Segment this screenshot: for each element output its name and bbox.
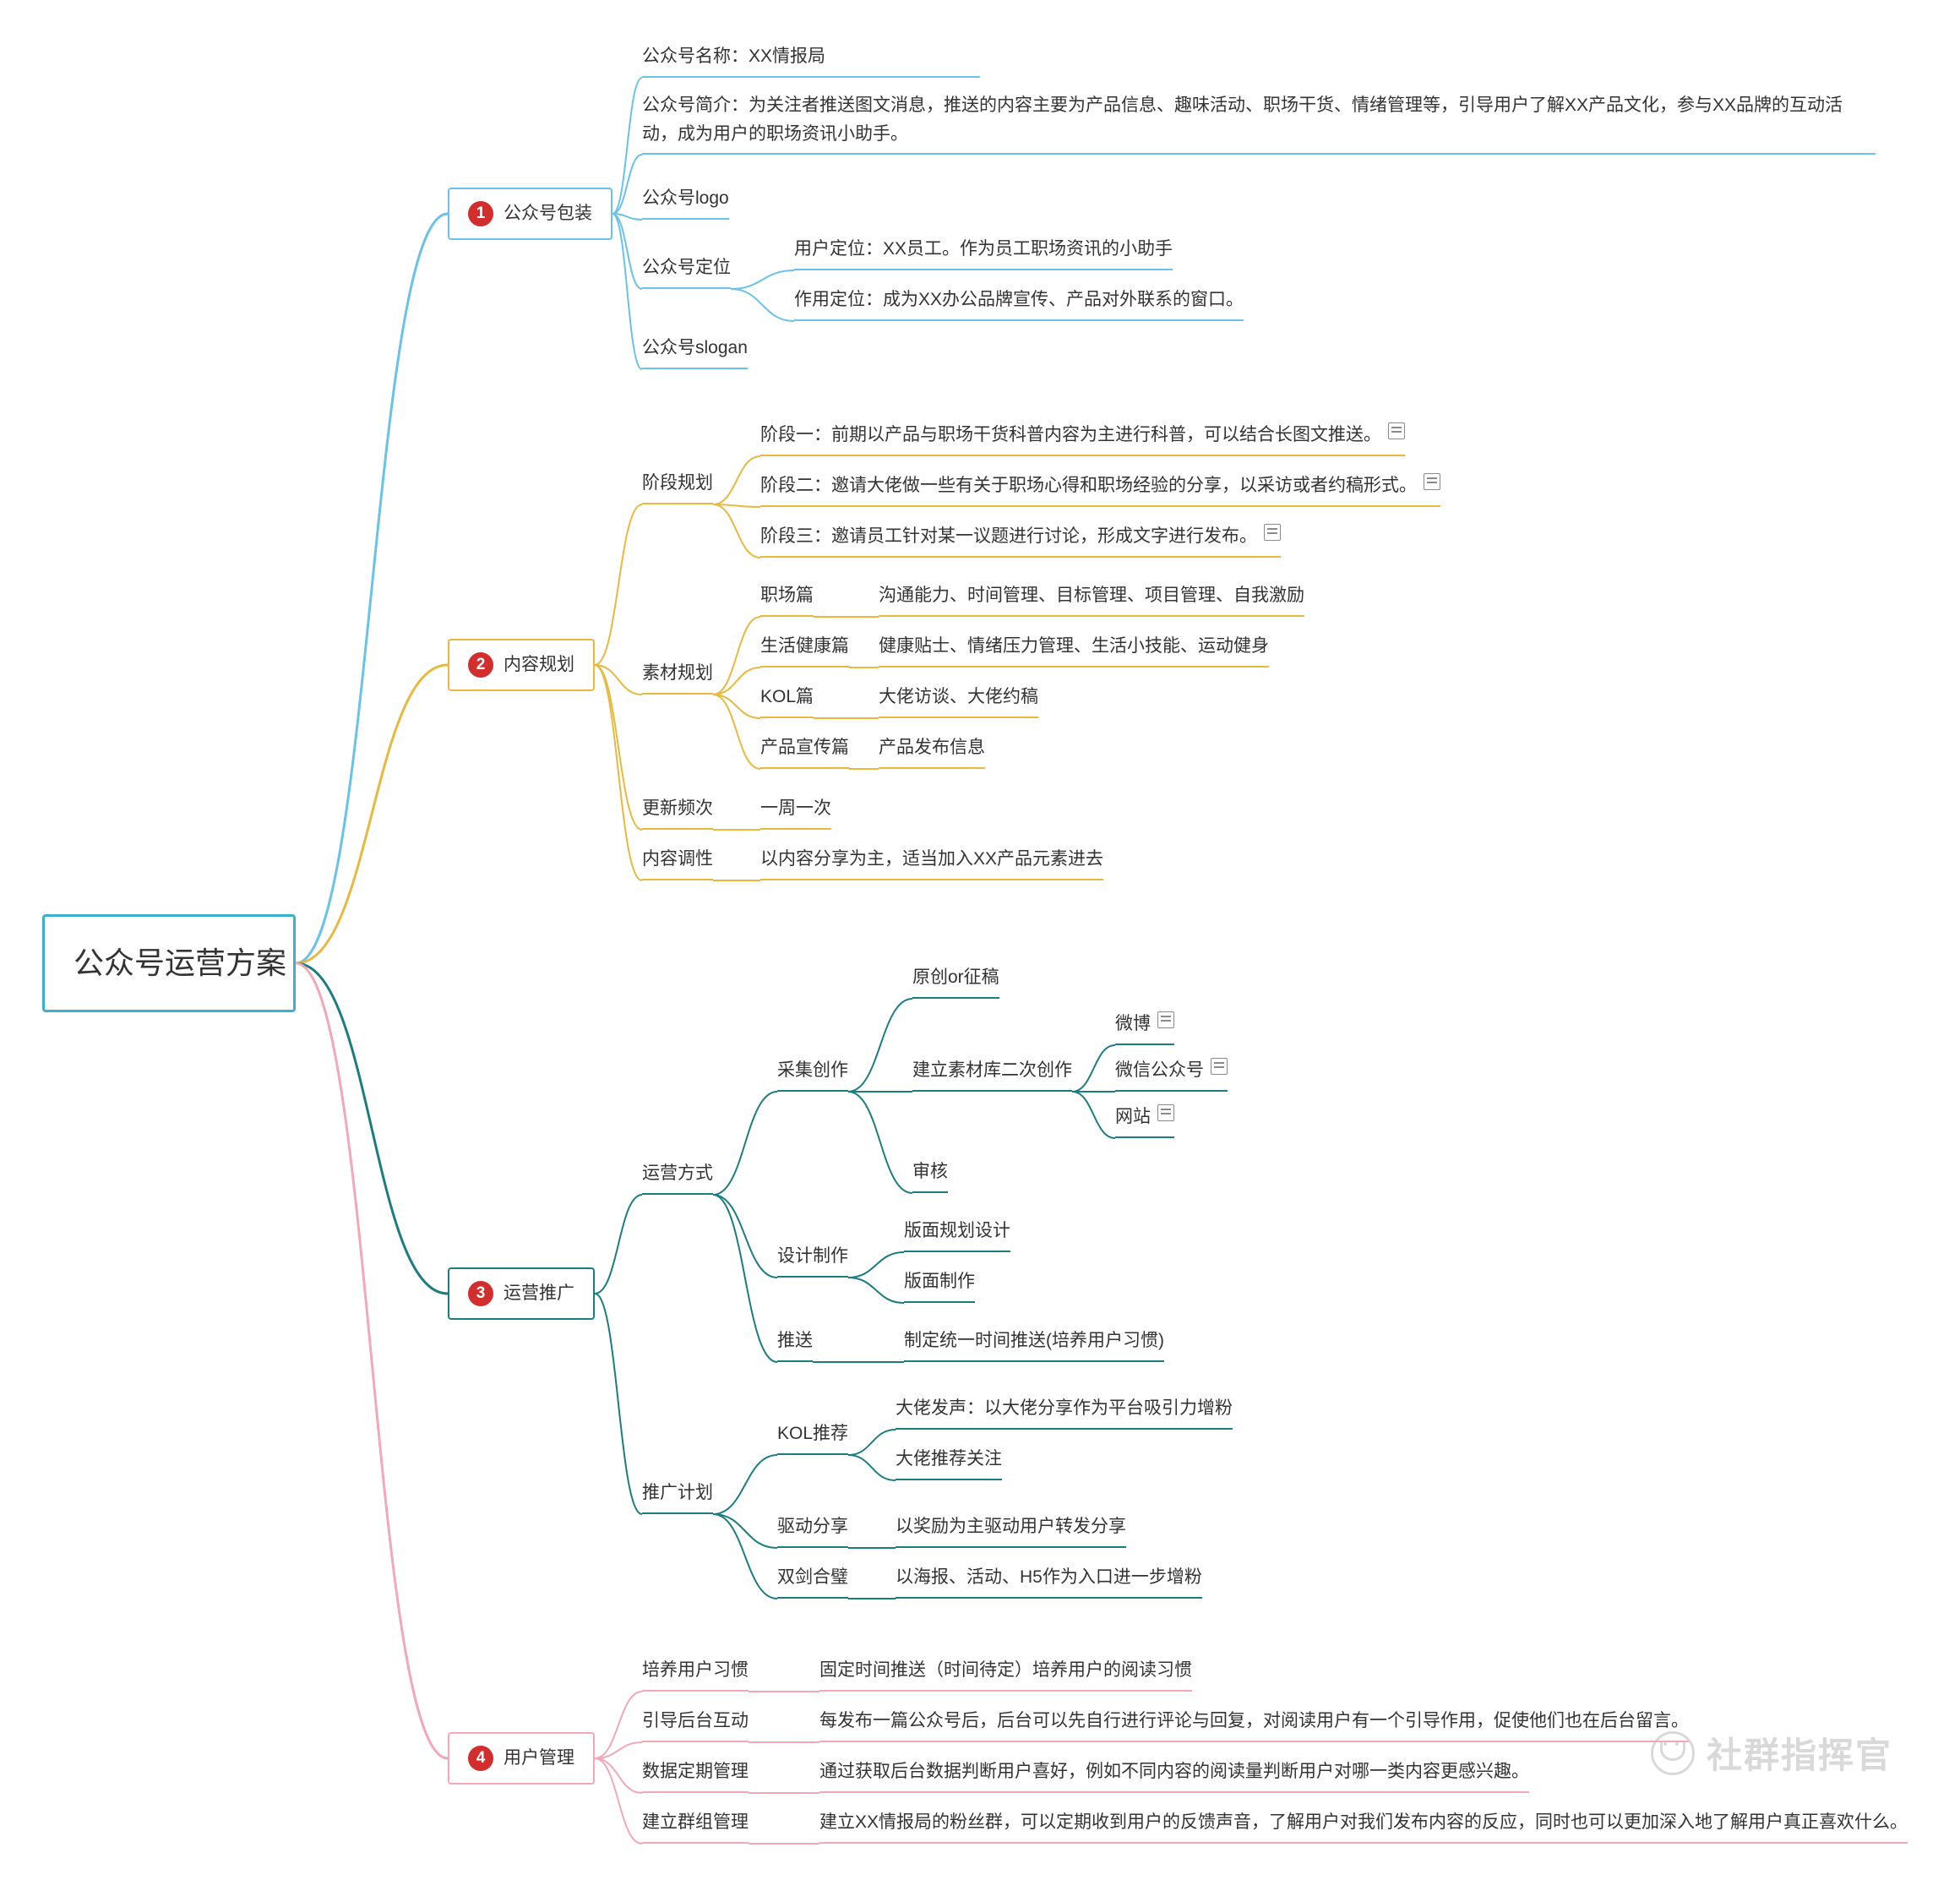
mindmap-leaf: 大佬发声：以大佬分享作为平台吸引力增粉 [896, 1394, 1233, 1430]
mindmap-leaf: 阶段规划 [642, 469, 713, 504]
branch-badge: 3 [468, 1281, 493, 1306]
note-icon [1388, 422, 1405, 439]
mindmap-leaf: 沟通能力、时间管理、目标管理、项目管理、自我激励 [879, 581, 1304, 617]
mindmap-leaf: 职场篇 [760, 581, 814, 617]
note-icon [1264, 524, 1281, 541]
mindmap-leaf: 审核 [912, 1158, 948, 1193]
branch-label: 运营推广 [504, 1279, 574, 1308]
mindmap-leaf: 作用定位：成为XX办公品牌宣传、产品对外联系的窗口。 [794, 286, 1244, 321]
mindmap-leaf: 驱动分享 [777, 1512, 848, 1548]
mindmap-leaf: 设计制作 [777, 1242, 848, 1278]
note-icon [1157, 1104, 1174, 1121]
mindmap-leaf: 建立群组管理 [642, 1808, 749, 1844]
note-icon [1424, 473, 1440, 490]
mindmap-leaf: 产品发布信息 [879, 733, 985, 769]
mindmap-leaf: 大佬访谈、大佬约稿 [879, 683, 1038, 718]
mindmap-leaf: 生活健康篇 [760, 632, 849, 668]
mindmap-leaf: 推广计划 [642, 1479, 713, 1514]
mindmap-leaf: 每发布一篇公众号后，后台可以先自行进行评论与回复，对阅读用户有一个引导作用，促使… [819, 1707, 1689, 1742]
mindmap-leaf: 建立XX情报局的粉丝群，可以定期收到用户的反馈声音，了解用户对我们发布内容的反应… [819, 1808, 1908, 1844]
note-icon [1211, 1058, 1228, 1075]
mindmap-canvas: 社群指挥官 公众号运营方案 1 公众号包装 公众号名称：XX情报局公众号简介：为关注者… [0, 0, 1960, 1880]
branch-b3: 3 运营推广 [448, 1267, 595, 1320]
mindmap-leaf: 大佬推荐关注 [896, 1445, 1002, 1480]
mindmap-leaf: 一周一次 [760, 794, 831, 830]
branch-badge: 4 [468, 1746, 493, 1771]
branch-badge: 1 [468, 201, 493, 226]
mindmap-leaf: 引导后台互动 [642, 1707, 749, 1742]
mindmap-leaf: 以奖励为主驱动用户转发分享 [896, 1512, 1126, 1548]
mindmap-leaf: 培养用户习惯 [642, 1656, 749, 1692]
mindmap-leaf: 微博 [1115, 1010, 1174, 1045]
branch-b4: 4 用户管理 [448, 1732, 595, 1785]
mindmap-leaf: 制定统一时间推送(培养用户习惯) [904, 1327, 1164, 1362]
branch-label: 用户管理 [504, 1744, 574, 1773]
mindmap-leaf: 网站 [1115, 1103, 1174, 1138]
mindmap-leaf: 推送 [777, 1327, 813, 1362]
mindmap-leaf: 原创or征稿 [912, 963, 999, 999]
mindmap-leaf: 运营方式 [642, 1159, 713, 1195]
branch-b1: 1 公众号包装 [448, 188, 612, 240]
mindmap-leaf: 数据定期管理 [642, 1757, 749, 1793]
branch-label: 内容规划 [504, 651, 574, 679]
mindmap-leaf: 微信公众号 [1115, 1056, 1228, 1092]
mindmap-leaf: 内容调性 [642, 845, 713, 880]
mindmap-leaf: KOL篇 [760, 683, 814, 718]
mindmap-leaf: 更新频次 [642, 794, 713, 830]
mindmap-leaf: 公众号名称：XX情报局 [642, 42, 980, 78]
mindmap-leaf: 公众号简介：为关注者推送图文消息，推送的内容主要为产品信息、趣味活动、职场干货、… [642, 91, 1876, 155]
mindmap-leaf: 公众号定位 [642, 253, 731, 289]
mindmap-leaf: 版面制作 [904, 1267, 975, 1303]
mindmap-leaf: 用户定位：XX员工。作为员工职场资讯的小助手 [794, 235, 1173, 270]
mindmap-leaf: 阶段二：邀请大佬做一些有关于职场心得和职场经验的分享，以采访或者约稿形式。 [760, 471, 1440, 507]
branch-label: 公众号包装 [504, 199, 592, 228]
mindmap-leaf: 阶段一：前期以产品与职场干货科普内容为主进行科普，可以结合长图文推送。 [760, 421, 1405, 456]
mindmap-leaf: 产品宣传篇 [760, 733, 849, 769]
mindmap-leaf: 以海报、活动、H5作为入口进一步增粉 [896, 1563, 1202, 1599]
mindmap-leaf: 阶段三：邀请员工针对某一议题进行讨论，形成文字进行发布。 [760, 522, 1281, 558]
branch-b2: 2 内容规划 [448, 639, 595, 691]
root-node: 公众号运营方案 [42, 914, 296, 1012]
mindmap-leaf: 建立素材库二次创作 [912, 1056, 1072, 1092]
mindmap-leaf: 版面规划设计 [904, 1217, 1010, 1252]
mindmap-leaf: 固定时间推送（时间待定）培养用户的阅读习惯 [819, 1656, 1192, 1692]
mindmap-leaf: 通过获取后台数据判断用户喜好，例如不同内容的阅读量判断用户对哪一类内容更感兴趣。 [819, 1757, 1529, 1793]
mindmap-leaf: 健康贴士、情绪压力管理、生活小技能、运动健身 [879, 632, 1269, 668]
mindmap-leaf: 素材规划 [642, 659, 713, 695]
mindmap-leaf: 以内容分享为主，适当加入XX产品元素进去 [760, 845, 1103, 880]
mindmap-leaf: 公众号logo [642, 184, 729, 220]
mindmap-leaf: 公众号slogan [642, 334, 748, 369]
note-icon [1157, 1011, 1174, 1028]
mindmap-leaf: 采集创作 [777, 1056, 848, 1092]
mindmap-leaf: 双剑合璧 [777, 1563, 848, 1599]
mindmap-leaf: KOL推荐 [777, 1420, 848, 1455]
watermark-text: 社群指挥官 [1707, 1727, 1892, 1779]
branch-badge: 2 [468, 652, 493, 678]
